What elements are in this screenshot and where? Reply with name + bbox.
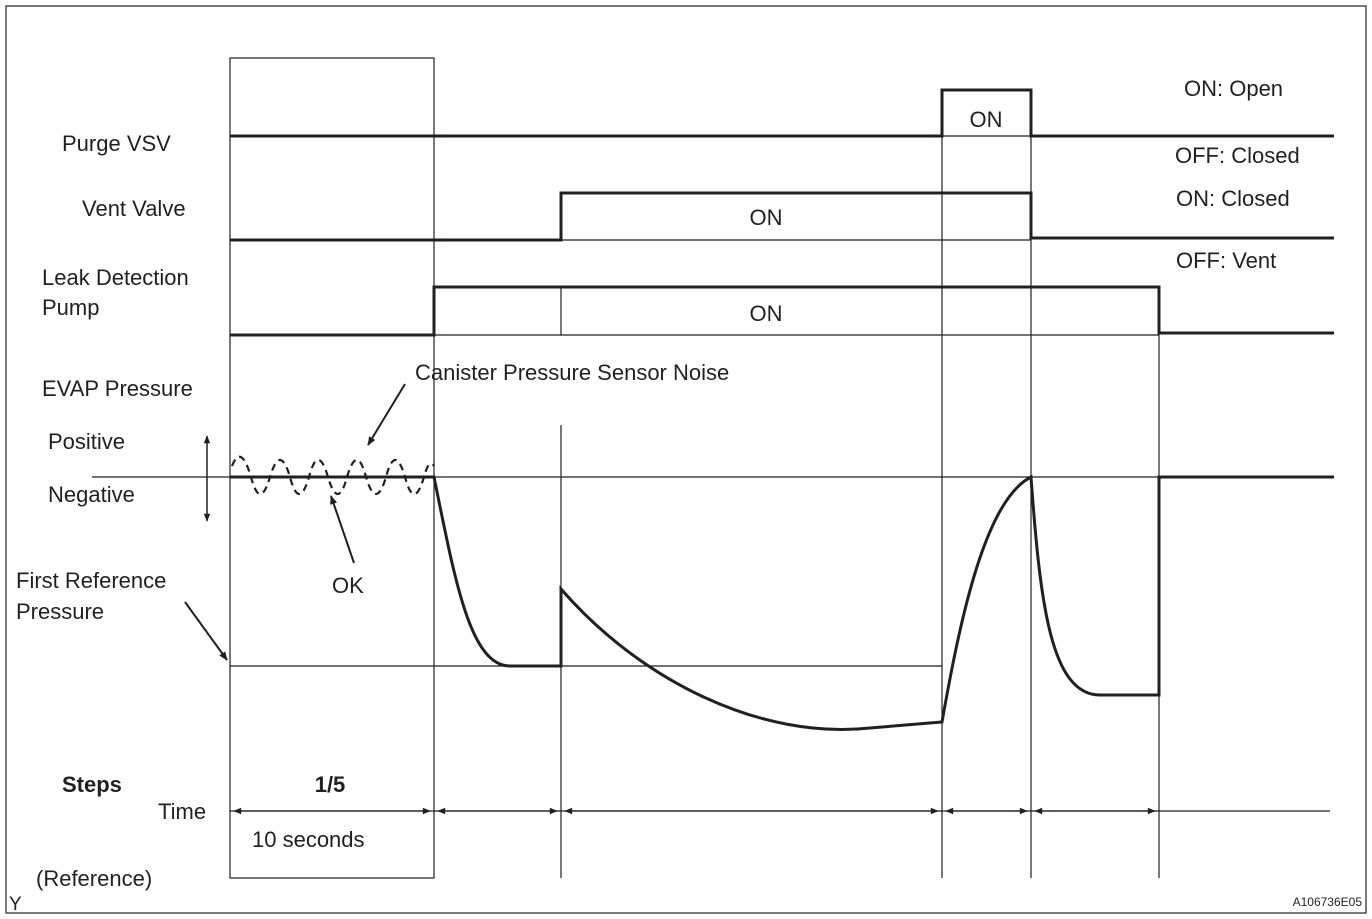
ok-pointer-arrow bbox=[330, 495, 355, 564]
first-ref-pointer-arrow bbox=[184, 601, 228, 661]
noise-annotation: Canister Pressure Sensor Noise bbox=[415, 360, 729, 385]
step-1-box bbox=[229, 57, 435, 879]
vent-valve-label: Vent Valve bbox=[82, 196, 186, 221]
purge-on-label: ON bbox=[970, 107, 1003, 132]
pump-label: Pump bbox=[42, 295, 99, 320]
purge-vsv-signal bbox=[230, 88, 1334, 138]
evap-pressure-label: EVAP Pressure bbox=[42, 376, 193, 401]
leak-detection-label: Leak Detection bbox=[42, 265, 189, 290]
pressure-label: Pressure bbox=[16, 599, 104, 624]
vent-valve-signal bbox=[230, 191, 1334, 242]
positive-label: Positive bbox=[48, 429, 125, 454]
evap-pressure-curve bbox=[230, 474, 1334, 731]
corner-mark-left: Y bbox=[9, 894, 22, 915]
vent-off-vent-label: OFF: Vent bbox=[1176, 248, 1276, 273]
noise-pointer-arrow bbox=[367, 383, 406, 446]
steps-label: Steps bbox=[62, 772, 122, 797]
reference-label: (Reference) bbox=[36, 866, 152, 891]
vent-on-closed-label: ON: Closed bbox=[1176, 186, 1290, 211]
purge-vsv-label: Purge VSV bbox=[62, 131, 171, 156]
diagram-frame bbox=[5, 5, 1367, 914]
purge-on-open-label: ON: Open bbox=[1184, 76, 1283, 101]
step-boundaries bbox=[560, 90, 1160, 878]
step-1-label: 1/5 bbox=[315, 772, 346, 797]
sensor-noise-wave bbox=[230, 455, 435, 496]
leak-pump-signal bbox=[230, 285, 1334, 337]
pump-on-label: ON bbox=[750, 301, 783, 326]
duration-1-label: 10 seconds bbox=[252, 827, 365, 852]
ok-annotation: OK bbox=[332, 573, 364, 598]
vent-on-label: ON bbox=[750, 205, 783, 230]
first-reference-label: First Reference bbox=[16, 568, 166, 593]
negative-label: Negative bbox=[48, 482, 135, 507]
figure-code: A106736E05 bbox=[1293, 895, 1363, 909]
purge-off-closed-label: OFF: Closed bbox=[1175, 143, 1300, 168]
time-label: Time bbox=[158, 799, 206, 824]
